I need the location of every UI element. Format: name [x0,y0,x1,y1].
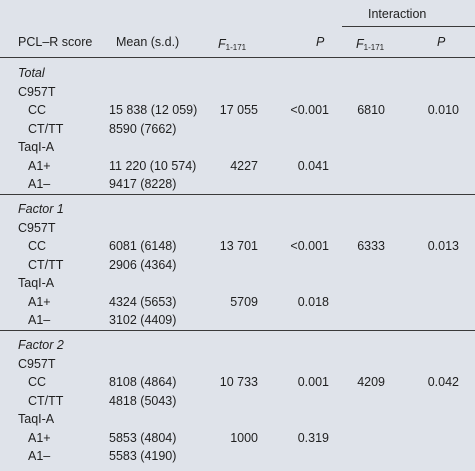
table-row: A1– 9417 (8228) [0,175,475,193]
genotype-label: CT/TT [28,121,64,136]
mean-sd: 8590 (7662) [109,121,177,136]
interaction-header: Interaction [368,7,427,21]
genotype-label: CC [28,375,47,389]
interaction-p-value: 0.042 [427,375,459,389]
gene-row: C957T [0,83,475,101]
header-p: P [316,35,325,49]
table-row: A1+ 5853 (4804) 1000 0.319 [0,429,475,447]
section-row: Total [0,64,475,82]
table-row: CT/TT 2906 (4364) [0,256,475,274]
header-p-interaction: P [437,35,446,49]
interaction-p-value: 0.013 [427,239,459,253]
interaction-f-value: 6810 [357,103,385,117]
table-row: A1+ 4324 (5653) 5709 0.018 [0,293,475,311]
table-row: CC 6081 (6148) 13 701 <0.001 6333 0.013 [0,237,475,255]
genotype-label: A1– [28,449,51,463]
genotype-label: A1– [28,313,51,327]
genotype-label: CT/TT [28,393,64,408]
table-row: CT/TT 4818 (5043) [0,392,475,410]
genotype-label: A1– [28,177,51,191]
mean-sd: 6081 (6148) [109,239,177,253]
mean-sd: 3102 (4409) [109,313,177,327]
header-f: F1-171 [218,37,247,52]
f-value: 4227 [230,158,258,173]
header-pclr-score: PCL–R score [18,35,93,49]
gene-row: C957T [0,355,475,373]
p-value: 0.041 [297,158,329,173]
gene-label: C957T [18,220,56,235]
f-value: 10 733 [219,375,258,389]
mean-sd: 2906 (4364) [109,257,177,272]
header-mean: Mean (s.d.) [116,35,180,49]
table-row: A1– 3102 (4409) [0,311,475,329]
section-divider [0,330,475,331]
section-divider [0,194,475,195]
mean-sd: 8108 (4864) [109,375,177,389]
f-value: 1000 [230,430,258,445]
gene-label: C957T [18,84,56,99]
genotype-label: A1+ [28,430,51,445]
table-row: A1+ 11 220 (10 574) 4227 0.041 [0,157,475,175]
genotype-label: A1+ [28,158,51,173]
p-value: 0.001 [297,375,329,389]
p-value: <0.001 [290,103,329,117]
gene-row: C957T [0,219,475,237]
table-row: A1– 5583 (4190) [0,447,475,465]
mean-sd: 4324 (5653) [109,294,177,309]
mean-sd: 5583 (4190) [109,449,177,463]
genotype-label: CC [28,103,47,117]
section-title: Factor 1 [18,202,64,216]
section-row: Factor 1 [0,200,475,218]
mean-sd: 5853 (4804) [109,430,177,445]
gene-label: TaqI-A [18,276,55,290]
genotype-label: A1+ [28,294,51,309]
interaction-p-value: 0.010 [427,103,459,117]
p-value: 0.018 [297,294,329,309]
header-f-interaction: F1-171 [356,37,385,52]
gene-label: TaqI-A [18,140,55,154]
section-title: Factor 2 [18,338,64,352]
gene-label: C957T [18,356,56,371]
f-value: 5709 [230,294,258,309]
genotype-label: CT/TT [28,257,64,272]
f-value: 17 055 [219,103,258,117]
gene-row: TaqI-A [0,138,475,156]
genotype-label: CC [28,239,47,253]
gene-label: TaqI-A [18,412,55,426]
table-row: CC 8108 (4864) 10 733 0.001 4209 0.042 [0,373,475,391]
header-rule [0,57,475,58]
table-row: CC 15 838 (12 059) 17 055 <0.001 6810 0.010 [0,101,475,119]
p-value: 0.319 [297,430,329,445]
section-row: Factor 2 [0,336,475,354]
mean-sd: 15 838 (12 059) [109,103,198,117]
p-value: <0.001 [290,239,329,253]
f-value: 13 701 [219,239,258,253]
interaction-underline [342,26,475,27]
interaction-f-value: 4209 [357,375,385,389]
interaction-f-value: 6333 [357,239,385,253]
gene-row: TaqI-A [0,410,475,428]
gene-row: TaqI-A [0,274,475,292]
section-title: Total [18,66,45,80]
table-row: CT/TT 8590 (7662) [0,120,475,138]
mean-sd: 9417 (8228) [109,177,177,191]
mean-sd: 11 220 (10 574) [109,158,197,173]
mean-sd: 4818 (5043) [109,393,177,408]
